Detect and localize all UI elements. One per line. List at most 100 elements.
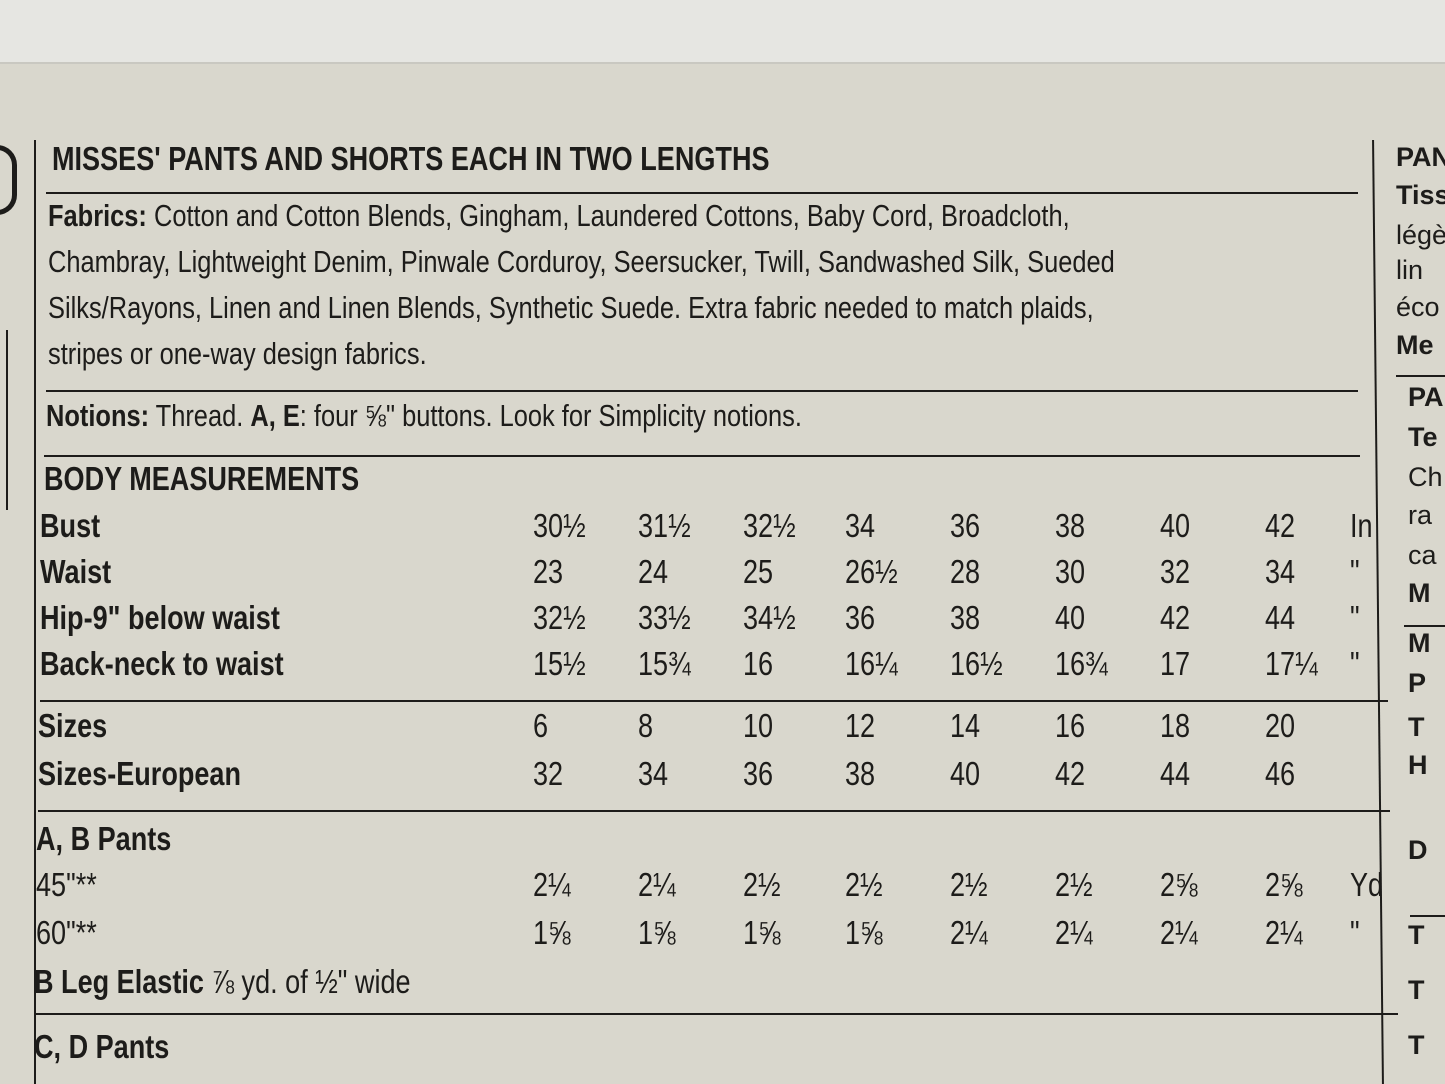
- cd-pants-heading: C, D Pants: [34, 1028, 170, 1065]
- value-cell: 16¼: [845, 645, 898, 682]
- value-cell: 36: [743, 755, 774, 792]
- value-cell: 2½: [743, 866, 781, 903]
- pattern-title: MISSES' PANTS AND SHORTS EACH IN TWO LEN…: [52, 140, 770, 177]
- value-cell: 2¼: [1265, 914, 1303, 951]
- unit-cell: ": [1350, 599, 1360, 636]
- right-column-fragment: lin: [1396, 255, 1424, 285]
- right-column-fragment: PAN: [1396, 142, 1445, 172]
- value-cell: 2½: [1055, 866, 1093, 903]
- fabrics-line-1: Fabrics: Cotton and Cotton Blends, Gingh…: [48, 198, 1294, 234]
- unit-cell: In: [1350, 507, 1373, 544]
- right-column-fragment: M: [1408, 628, 1431, 658]
- right-column-fragment: M: [1408, 578, 1431, 608]
- row-label: Back-neck to waist: [40, 645, 284, 682]
- value-cell: 40: [1055, 599, 1086, 636]
- value-cell: 2¼: [950, 914, 988, 951]
- value-cell: 20: [1265, 707, 1296, 744]
- divider: [1410, 915, 1445, 917]
- value-cell: 38: [1055, 507, 1086, 544]
- value-cell: 15½: [533, 645, 586, 682]
- right-column-rule: [1372, 140, 1384, 1084]
- b-leg-elastic-line: B Leg Elastic ⅞ yd. of ½" wide: [34, 963, 411, 1000]
- divider: [44, 455, 1360, 457]
- value-cell: 42: [1265, 507, 1296, 544]
- fabrics-line-2: Chambray, Lightweight Denim, Pinwale Cor…: [48, 244, 1115, 279]
- value-cell: 2¼: [1160, 914, 1198, 951]
- row-label: Waist: [40, 553, 112, 590]
- value-cell: 34: [638, 755, 669, 792]
- value-cell: 26½: [845, 553, 898, 590]
- ab-pants-heading: A, B Pants: [36, 820, 172, 857]
- fabrics-text: Cotton and Cotton Blends, Gingham, Laund…: [146, 198, 1070, 233]
- fabrics-line-4: stripes or one-way design fabrics.: [48, 336, 427, 371]
- value-cell: 34: [1265, 553, 1296, 590]
- value-cell: 36: [950, 507, 981, 544]
- value-cell: 31½: [638, 507, 691, 544]
- value-cell: 1⅝: [743, 914, 781, 951]
- value-cell: 30½: [533, 507, 586, 544]
- row-label: Hip-9" below waist: [40, 599, 280, 636]
- value-cell: 14: [950, 707, 981, 744]
- divider: [46, 192, 1358, 194]
- right-column-fragment: H: [1408, 750, 1428, 780]
- divider: [1404, 625, 1445, 627]
- right-column-fragment: ra: [1408, 500, 1433, 530]
- value-cell: 16: [1055, 707, 1086, 744]
- right-column-fragment: T: [1408, 975, 1425, 1005]
- unit-cell: ": [1350, 645, 1360, 682]
- right-column-fragment: Te: [1408, 422, 1438, 452]
- row-label: 45"**: [36, 866, 97, 903]
- page-edge-strip: [0, 0, 1445, 64]
- value-cell: 16: [743, 645, 774, 682]
- value-cell: 16½: [950, 645, 1003, 682]
- value-cell: 2¼: [638, 866, 676, 903]
- value-cell: 2⅝: [1160, 866, 1198, 903]
- divider: [40, 700, 1388, 702]
- value-cell: 16¾: [1055, 645, 1108, 682]
- fabrics-line-3: Silks/Rayons, Linen and Linen Blends, Sy…: [48, 290, 1094, 325]
- body-measurements-heading: BODY MEASUREMENTS: [44, 460, 360, 497]
- right-column-fragment: T: [1408, 712, 1425, 742]
- value-cell: 15¾: [638, 645, 691, 682]
- divider: [46, 390, 1358, 392]
- value-cell: 34½: [743, 599, 796, 636]
- left-edge-mark: [0, 145, 17, 215]
- row-label: Sizes-European: [38, 755, 242, 792]
- value-cell: 32: [533, 755, 564, 792]
- right-column-fragment: ca: [1408, 540, 1437, 570]
- unit-cell: Yd: [1350, 866, 1384, 903]
- value-cell: 23: [533, 553, 564, 590]
- value-cell: 34: [845, 507, 876, 544]
- row-label: Sizes: [38, 707, 108, 744]
- unit-cell: ": [1350, 553, 1360, 590]
- value-cell: 40: [950, 755, 981, 792]
- value-cell: 6: [533, 707, 549, 744]
- value-cell: 32½: [533, 599, 586, 636]
- value-cell: 32½: [743, 507, 796, 544]
- value-cell: 18: [1160, 707, 1191, 744]
- value-cell: 2⅝: [1265, 866, 1303, 903]
- divider: [1396, 375, 1445, 377]
- right-column-fragment: D: [1408, 835, 1428, 865]
- value-cell: 28: [950, 553, 981, 590]
- value-cell: 38: [845, 755, 876, 792]
- value-cell: 2½: [845, 866, 883, 903]
- value-cell: 17¼: [1265, 645, 1318, 682]
- right-column-fragment: P: [1408, 668, 1427, 698]
- divider: [34, 1013, 1398, 1015]
- value-cell: 44: [1160, 755, 1191, 792]
- row-label: Bust: [40, 507, 101, 544]
- fabrics-label: Fabrics:: [48, 198, 147, 233]
- value-cell: 42: [1055, 755, 1086, 792]
- right-column-fragment: PA: [1408, 382, 1444, 412]
- right-column-fragment: légè: [1396, 220, 1445, 250]
- right-column-fragment: T: [1408, 920, 1425, 950]
- left-column-rule: [34, 140, 36, 1084]
- value-cell: 38: [950, 599, 981, 636]
- right-column-fragment: Ch: [1408, 462, 1443, 492]
- right-column-fragment: Me: [1396, 330, 1434, 360]
- unit-cell: ": [1350, 914, 1360, 951]
- value-cell: 25: [743, 553, 774, 590]
- value-cell: 42: [1160, 599, 1191, 636]
- notions-line: Notions: Thread. A, E: four ⅝" buttons. …: [46, 398, 802, 433]
